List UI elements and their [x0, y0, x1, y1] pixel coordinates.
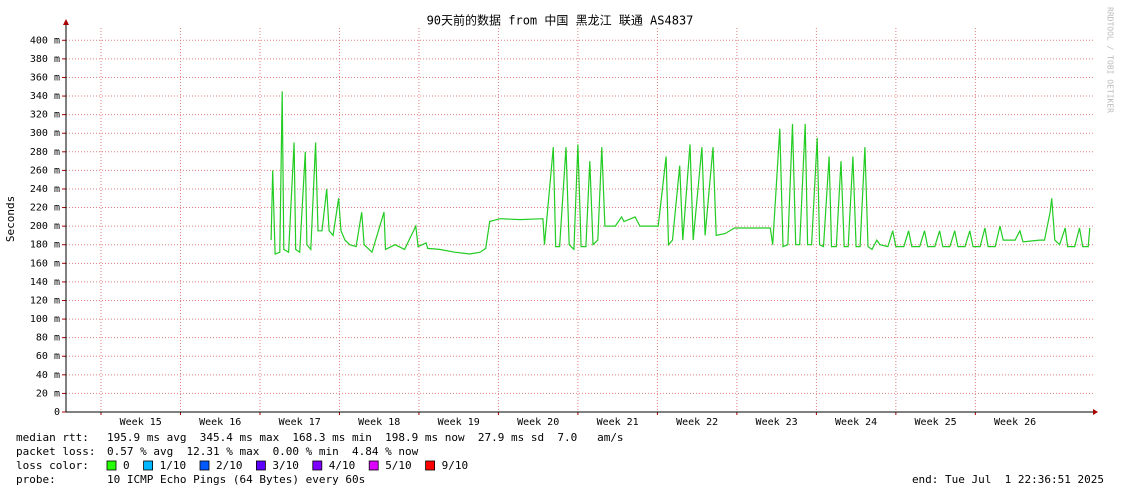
x-tick-label: Week 21 — [597, 417, 639, 428]
legend-swatch — [106, 460, 117, 471]
y-tick-label: 240 m — [30, 184, 60, 195]
y-tick-label: 340 m — [30, 91, 60, 102]
probe-text: 10 ICMP Echo Pings (64 Bytes) every 60s — [107, 473, 365, 486]
median-line — [270, 91, 1091, 255]
legend-swatch — [312, 460, 323, 471]
y-tick-label: 100 m — [30, 314, 60, 325]
x-tick-label: Week 25 — [915, 417, 957, 428]
legend-swatch — [255, 460, 266, 471]
loss-color-label: loss color: — [16, 459, 89, 472]
stat-label: median rtt: — [16, 431, 89, 444]
y-tick-label: 180 m — [30, 240, 60, 251]
y-tick-label: 20 m — [36, 388, 60, 399]
legend-swatch — [425, 460, 436, 471]
footer: median rtt: 195.9 ms avg 345.4 ms max 168… — [16, 431, 1104, 486]
legend-label: 5/10 — [385, 459, 412, 472]
legend-label: 2/10 — [216, 459, 243, 472]
y-tick-label: 220 m — [30, 203, 60, 214]
y-tick-label: 160 m — [30, 258, 60, 269]
legend-swatch — [199, 460, 210, 471]
legend-swatch — [143, 460, 154, 471]
legend-label: 4/10 — [329, 459, 356, 472]
legend-label: 0 — [123, 459, 130, 472]
x-tick-label: Week 18 — [358, 417, 400, 428]
x-tick-label: Week 22 — [676, 417, 718, 428]
y-tick-label: 80 m — [36, 333, 60, 344]
legend-label: 3/10 — [272, 459, 299, 472]
y-tick-label: 40 m — [36, 370, 60, 381]
y-tick-label: 120 m — [30, 295, 60, 306]
legend-swatch — [368, 460, 379, 471]
x-tick-label: Week 26 — [994, 417, 1036, 428]
legend-label: 1/10 — [160, 459, 187, 472]
y-tick-label: 60 m — [36, 351, 60, 362]
y-tick-label: 360 m — [30, 72, 60, 83]
chart-title: 90天前的数据 from 中国 黑龙江 联通 AS4837 — [427, 13, 694, 28]
y-tick-label: 0 — [54, 407, 60, 418]
x-tick-label: Week 16 — [199, 417, 241, 428]
end-time: end: Tue Jul 1 22:36:51 2025 — [912, 473, 1104, 486]
y-tick-label: 380 m — [30, 54, 60, 65]
watermark: RRDTOOL / TOBI OETIKER — [1106, 7, 1115, 113]
probe-label: probe: — [16, 473, 56, 486]
y-tick-label: 300 m — [30, 128, 60, 139]
y-arrow — [63, 19, 69, 25]
x-tick-label: Week 20 — [517, 417, 559, 428]
grid — [62, 28, 1093, 415]
y-tick-label: 280 m — [30, 147, 60, 158]
plot — [270, 91, 1091, 255]
stat-text: 0.57 % avg 12.31 % max 0.00 % min 4.84 %… — [107, 445, 419, 458]
y-tick-label: 400 m — [30, 35, 60, 46]
x-arrow — [1093, 409, 1098, 415]
y-axis-label: Seconds — [4, 196, 17, 242]
y-tick-label: 140 m — [30, 277, 60, 288]
y-tick-label: 200 m — [30, 221, 60, 232]
x-tick-label: Week 24 — [835, 417, 877, 428]
y-tick-label: 260 m — [30, 165, 60, 176]
x-tick-label: Week 17 — [279, 417, 321, 428]
legend-label: 9/10 — [442, 459, 469, 472]
x-tick-label: Week 23 — [756, 417, 798, 428]
x-tick-label: Week 19 — [438, 417, 480, 428]
y-tick-label: 320 m — [30, 110, 60, 121]
stat-label: packet loss: — [16, 445, 95, 458]
stat-text: 195.9 ms avg 345.4 ms max 168.3 ms min 1… — [107, 431, 624, 444]
x-tick-label: Week 15 — [120, 417, 162, 428]
